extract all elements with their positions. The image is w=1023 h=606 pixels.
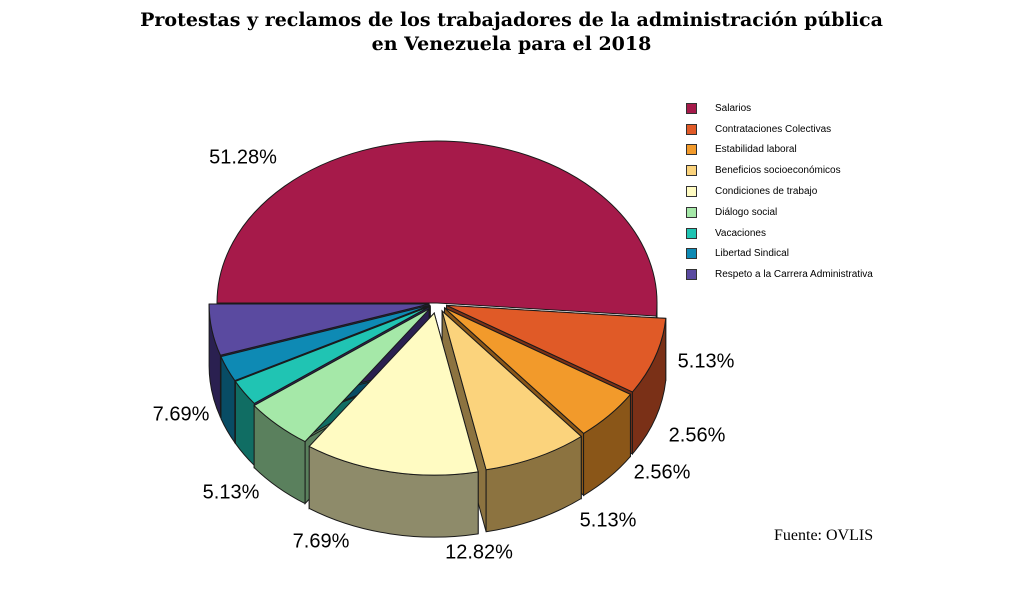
legend-item-dialogo-social: Diálogo social bbox=[686, 202, 873, 223]
legend-item-contrataciones-colectivas: Contrataciones Colectivas bbox=[686, 119, 873, 140]
data-label-salarios: 51.28% bbox=[209, 146, 277, 168]
data-label-contrataciones-colectivas: 7.69% bbox=[153, 403, 210, 425]
legend-label: Salarios bbox=[715, 102, 752, 114]
data-label-vacaciones: 2.56% bbox=[634, 461, 691, 483]
data-label-estabilidad-laboral: 5.13% bbox=[203, 481, 260, 503]
data-label-respeto-a-la-carrera-administrativa: 5.13% bbox=[678, 350, 735, 372]
legend-item-respeto-a-la-carrera-administrativa: Respeto a la Carrera Administrativa bbox=[686, 264, 873, 285]
legend-label: Libertad Sindical bbox=[715, 248, 789, 260]
chart-title-line-1: Protestas y reclamos de los trabajadores… bbox=[140, 9, 883, 31]
legend-swatch bbox=[686, 144, 697, 156]
legend-item-salarios: Salarios bbox=[686, 98, 873, 119]
data-label-dialogo-social: 5.13% bbox=[580, 509, 637, 531]
legend-item-libertad-sindical: Libertad Sindical bbox=[686, 244, 873, 265]
legend-label: Contrataciones Colectivas bbox=[715, 123, 832, 135]
legend-label: Respeto a la Carrera Administrativa bbox=[715, 269, 873, 281]
slice-libertad-sindical bbox=[220, 304, 430, 382]
data-label-beneficios-socioeconomicos: 7.69% bbox=[293, 530, 350, 552]
slice-vacaciones bbox=[234, 305, 431, 405]
slice-contrataciones-colectivas bbox=[446, 304, 667, 393]
legend-label: Condiciones de trabajo bbox=[715, 186, 818, 198]
legend-swatch bbox=[686, 102, 697, 114]
legend-label: Estabilidad laboral bbox=[715, 144, 797, 156]
chart-title: Protestas y reclamos de los trabajadores… bbox=[0, 8, 1023, 56]
legend-swatch bbox=[686, 165, 697, 177]
legend-swatch bbox=[686, 206, 697, 218]
legend-swatch bbox=[686, 269, 697, 281]
slice-dialogo-social bbox=[253, 307, 431, 443]
legend-swatch bbox=[686, 227, 697, 239]
legend-swatch bbox=[686, 248, 697, 260]
slice-respeto-a-la-carrera-administrativa bbox=[208, 303, 430, 356]
legend-item-beneficios-socioeconomicos: Beneficios socioeconómicos bbox=[686, 160, 873, 181]
legend-item-condiciones-de-trabajo: Condiciones de trabajo bbox=[686, 181, 873, 202]
legend-item-estabilidad-laboral: Estabilidad laboral bbox=[686, 140, 873, 161]
data-label-condiciones-de-trabajo: 12.82% bbox=[445, 541, 513, 563]
source-note: Fuente: OVLIS bbox=[774, 527, 874, 544]
legend-swatch bbox=[686, 186, 697, 198]
slice-condiciones-de-trabajo bbox=[308, 312, 479, 476]
legend-swatch bbox=[686, 123, 697, 135]
data-label-libertad-sindical: 2.56% bbox=[669, 424, 726, 446]
legend: Salarios Contrataciones Colectivas Estabil… bbox=[686, 98, 873, 285]
legend-label: Beneficios socioeconómicos bbox=[715, 165, 841, 177]
slice-salarios bbox=[216, 140, 658, 317]
legend-label: Vacaciones bbox=[715, 227, 766, 239]
pie-tops bbox=[208, 140, 667, 476]
legend-item-vacaciones: Vacaciones bbox=[686, 223, 873, 244]
legend-label: Diálogo social bbox=[715, 206, 778, 218]
chart-title-line-2: en Venezuela para el 2018 bbox=[371, 33, 652, 55]
slice-beneficios-socioeconomicos bbox=[441, 309, 583, 471]
slice-estabilidad-laboral bbox=[444, 307, 632, 435]
